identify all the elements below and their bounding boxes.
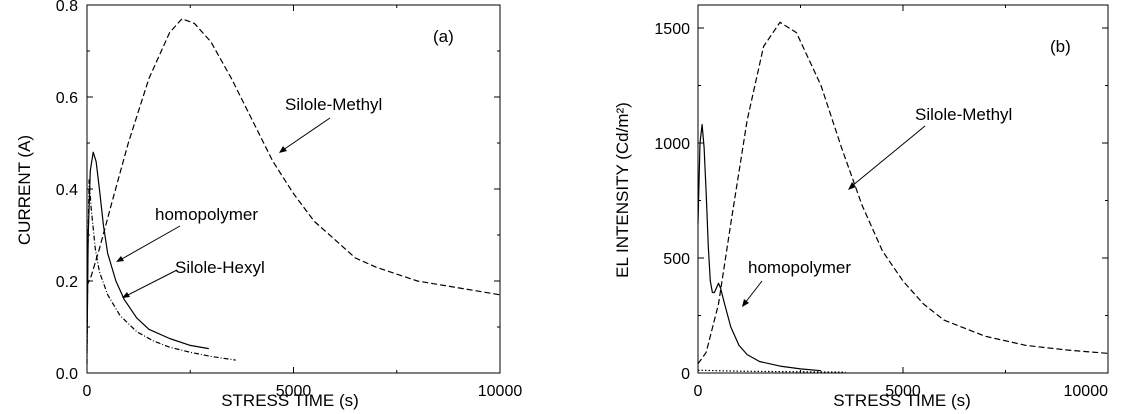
annotation-arrow-homopolymer-a: [119, 225, 181, 261]
y-tick-label-a-0: 0.0: [56, 366, 78, 383]
x-tick-label-a-0: 0: [83, 383, 92, 400]
x-tick-label-b-0: 0: [694, 383, 703, 400]
series-line-silole-methyl-a: [86, 18, 501, 296]
panel-label-b: (b): [1050, 37, 1071, 56]
y-tick-label-a-2: 0.4: [56, 182, 78, 199]
x-tick-label-b-2: 10000: [1064, 383, 1109, 400]
plot-frame-a: [86, 4, 501, 374]
series-line-homopolymer-b: [697, 123, 822, 372]
y-tick-label-b-1: 500: [663, 251, 690, 268]
series-line-homopolymer-a: [86, 151, 209, 351]
x-tick-label-a-1: 5000: [276, 383, 312, 400]
chart-panel-b: 0 5000 10000 0 500 1000 1500 STRESS TIME…: [613, 4, 1109, 410]
annotation-homopolymer-a: homopolymer: [155, 205, 258, 224]
y-axis-title-a: CURRENT (A): [15, 135, 34, 245]
series-line-silole-hexyl-b: [697, 369, 846, 373]
y-tick-label-b-0: 0: [681, 366, 690, 383]
annotation-arrow-homopolymer-b: [744, 280, 763, 304]
plot-frame-b: [697, 4, 1109, 374]
annotation-silole-methyl-a: Silole-Methyl: [285, 95, 382, 114]
annotation-arrow-silole-methyl-b: [851, 125, 926, 187]
chart-panel-a: 0 5000 10000 0.0 0.2 0.4 0.6 0.8 STRESS …: [15, 0, 522, 410]
y-tick-label-a-1: 0.2: [56, 274, 78, 291]
annotation-arrow-silole-methyl-a: [282, 117, 331, 151]
x-axis-title-b: STRESS TIME (s): [833, 391, 971, 410]
arrowhead-silole-methyl-a: [279, 146, 287, 153]
x-tick-label-b-1: 5000: [885, 383, 921, 400]
annotation-arrow-silole-hexyl-a: [125, 269, 178, 297]
x-axis-title-a: STRESS TIME (s): [221, 391, 359, 410]
y-tick-label-a-3: 0.6: [56, 90, 78, 107]
y-tick-label-a-4: 0.8: [56, 0, 78, 15]
arrowhead-silole-hexyl-a: [122, 292, 130, 298]
annotation-silole-hexyl-a: Silole-Hexyl: [175, 258, 265, 277]
x-tick-label-a-2: 10000: [478, 383, 523, 400]
arrowhead-silole-methyl-b: [848, 182, 856, 190]
ticks-b: [697, 5, 1109, 374]
arrowhead-homopolymer-a: [116, 256, 124, 262]
arrowhead-homopolymer-b: [742, 299, 749, 307]
series-group-b: [697, 21, 1109, 373]
series-line-silole-hexyl-a: [86, 179, 236, 364]
series-line-silole-methyl-b: [697, 21, 1109, 365]
y-tick-label-b-3: 1500: [654, 21, 690, 38]
annotation-homopolymer-b: homopolymer: [748, 258, 851, 277]
y-tick-label-b-2: 1000: [654, 136, 690, 153]
series-group-a: [86, 18, 501, 364]
panel-label-a: (a): [433, 27, 454, 46]
ticks-a: [86, 4, 501, 374]
annotation-silole-methyl-b: Silole-Methyl: [915, 105, 1012, 124]
y-axis-title-b: EL INTENSITY (Cd/m²): [613, 102, 632, 278]
